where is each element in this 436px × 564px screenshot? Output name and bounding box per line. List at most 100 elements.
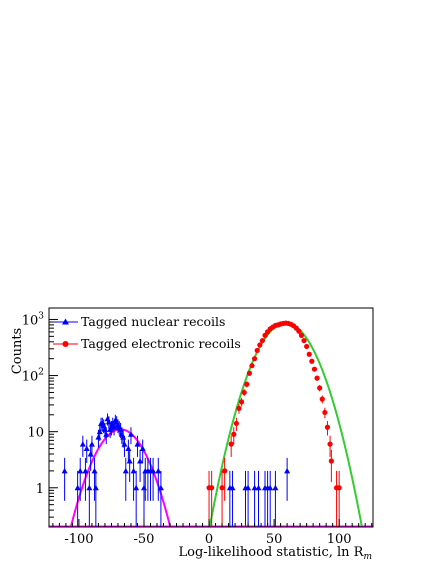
nuclear-point [95, 434, 102, 440]
nuclear-point [272, 484, 279, 491]
electronic-point [251, 356, 258, 362]
nuclear-point [121, 441, 128, 447]
y-axis-ticks: 1 10 102 103 [22, 311, 58, 528]
electronic-point [336, 485, 342, 491]
electronic-point [249, 363, 255, 369]
nuclear-point [157, 484, 164, 491]
markers [61, 320, 342, 491]
nuclear-point [82, 467, 89, 474]
nuclear-point [92, 484, 99, 491]
x-tick-label: 50 [266, 532, 283, 547]
x-axis-ticks: -100 -50 0 50 100 [52, 519, 373, 547]
y-axis-title: Counts [10, 328, 25, 374]
electronic-point [311, 366, 318, 372]
electronic-point [301, 337, 307, 344]
nuclear-point [79, 441, 86, 447]
nuclear-point [133, 484, 140, 491]
error-bars [64, 322, 340, 527]
electronic-point [309, 358, 315, 364]
electronic-point [244, 381, 250, 387]
nuclear-point [127, 431, 134, 437]
nuclear-point [255, 484, 262, 491]
nuclear-point [130, 467, 137, 474]
nuclear-point [91, 467, 98, 474]
nuclear-point [111, 424, 118, 430]
legend-entry-electronic: Tagged electronic recoils [53, 336, 241, 351]
nuclear-point [83, 445, 90, 452]
electronic-point [319, 396, 325, 402]
nuclear-point [120, 434, 127, 440]
nuclear-point [137, 458, 144, 464]
nuclear-point [101, 426, 108, 432]
nuclear-point [155, 467, 162, 474]
nuclear-point [105, 418, 112, 425]
legend-electronic-label: Tagged electronic recoils [81, 336, 241, 351]
electronic-point [222, 468, 228, 474]
x-tick-label: -50 [134, 532, 155, 547]
nuclear-point [134, 441, 141, 447]
nuclear-point [245, 484, 252, 491]
x-tick-label: -100 [64, 532, 93, 547]
plot-content [49, 320, 373, 527]
electronic-point [228, 441, 234, 447]
nuclear-point [140, 484, 147, 491]
electronic-point [322, 409, 328, 416]
nuclear-point [87, 451, 94, 457]
electronic-point [241, 389, 247, 396]
y-tick-label: 10 [27, 426, 44, 441]
nuclear-point [150, 467, 157, 474]
y-tick-label: 1 [36, 482, 44, 497]
x-tick-label: 0 [205, 532, 213, 547]
legend-entry-nuclear: Tagged nuclear recoils [53, 314, 225, 329]
electronic-point [298, 332, 305, 338]
y-tick-label: 103 [22, 311, 45, 328]
electronic-point [306, 351, 312, 357]
nuclear-point [88, 441, 95, 447]
x-axis-title-subscript: m [363, 552, 372, 562]
nuclear-point [284, 467, 291, 474]
electronic-point [231, 431, 237, 437]
electronic-point [233, 420, 239, 427]
legend-nuclear-label: Tagged nuclear recoils [81, 314, 225, 329]
x-axis-title: Log-likelihood statistic, ln Rm [179, 545, 372, 562]
plot-frame [48, 307, 374, 528]
electronic-point [236, 405, 242, 411]
electronic-point [254, 347, 260, 354]
electronic-point [296, 328, 302, 334]
nuclear-point [96, 428, 103, 435]
nuclear-point [74, 484, 81, 491]
electronic-point [317, 385, 323, 391]
electronic-point [209, 485, 215, 491]
electronic_fit-curve [49, 322, 373, 527]
legend-electronic-marker [62, 341, 69, 347]
nuclear-point [122, 467, 129, 474]
nuclear_fit-curve [49, 428, 373, 527]
nuclear-point [126, 458, 133, 464]
nuclear-point [117, 426, 124, 432]
nuclear-point [125, 445, 132, 452]
nuclear-point [229, 484, 236, 491]
electronic-point [327, 441, 333, 447]
x-tick-label: 100 [327, 532, 352, 547]
nuclear-point [139, 445, 146, 452]
legend: Tagged nuclear recoils Tagged electronic… [53, 314, 241, 351]
nuclear-point [100, 422, 107, 428]
legend-nuclear-marker [62, 318, 69, 325]
nuclear-point [61, 467, 68, 474]
electronic-point [257, 342, 263, 348]
y-tick-label: 102 [22, 368, 44, 385]
electronic-point [259, 337, 265, 344]
electronic-point [246, 370, 252, 376]
nuclear-point [267, 484, 274, 491]
electronic-point [328, 458, 334, 464]
nuclear-point [86, 484, 93, 491]
electronic-point [219, 485, 225, 491]
electronic-point [324, 424, 331, 430]
nuclear-point [251, 484, 258, 491]
electronic-point [314, 375, 320, 381]
electronic-point [238, 399, 245, 405]
electronic-point [304, 343, 310, 350]
nuclear-point [77, 467, 84, 474]
